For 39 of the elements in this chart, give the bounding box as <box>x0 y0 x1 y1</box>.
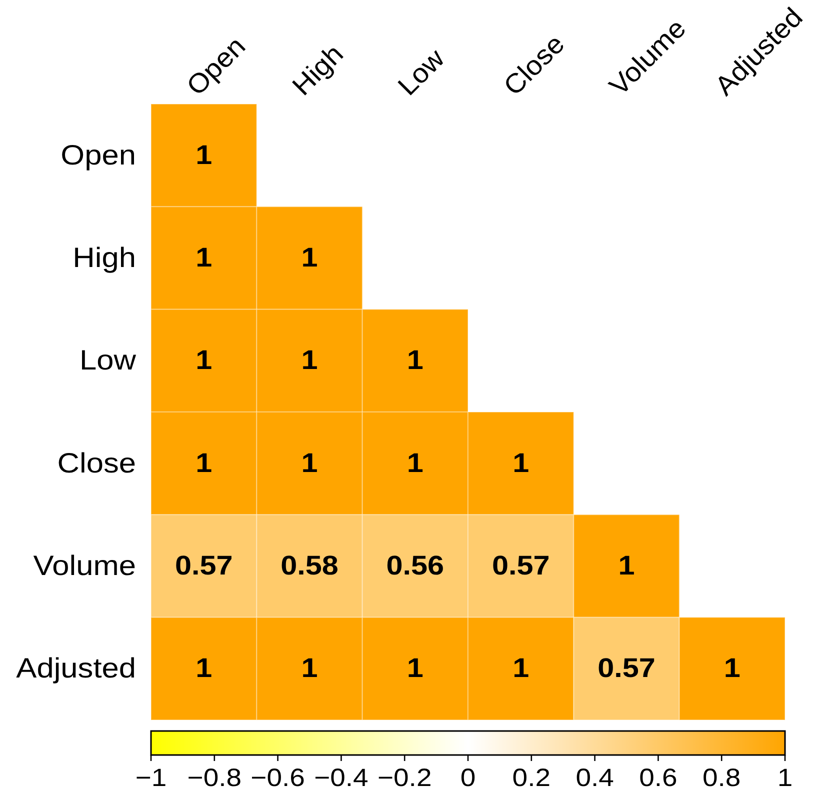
color-bar-label: −0.6 <box>250 763 305 791</box>
data-label: 1 <box>724 653 740 684</box>
data-label: 1 <box>406 653 424 684</box>
data-label: 1 <box>406 345 424 376</box>
y-tick-label: High <box>72 242 136 274</box>
data-label: 0.57 <box>174 550 233 582</box>
data-label: 0.57 <box>492 550 550 582</box>
y-tick-label: Close <box>57 448 136 480</box>
data-label: 1 <box>512 448 530 479</box>
data-label: 0.56 <box>386 550 444 582</box>
color-bar-label: −0.2 <box>377 763 432 791</box>
x-tick-label: Low <box>392 42 451 102</box>
data-label: 1 <box>301 448 318 479</box>
color-bar-label: 0.6 <box>639 763 678 791</box>
y-tick-label: Open <box>60 140 136 172</box>
data-label: 1 <box>406 448 424 479</box>
color-bar-label: 1 <box>777 763 793 791</box>
color-bar-label: −1 <box>135 763 167 791</box>
color-bar-label: 0.2 <box>512 763 551 791</box>
y-tick-label: Volume <box>33 550 136 582</box>
data-label: 1 <box>196 653 212 684</box>
data-label: 1 <box>196 345 212 376</box>
color-bar-label: 0.4 <box>576 763 614 791</box>
data-label: 0.58 <box>280 550 338 582</box>
color-bar-label: −0.4 <box>314 763 368 791</box>
data-label: 1 <box>512 653 530 684</box>
color-bar-label: 0 <box>460 763 476 791</box>
data-label: 1 <box>301 653 318 684</box>
data-label: 1 <box>196 242 212 274</box>
y-tick-label: Low <box>80 344 137 376</box>
data-label: 1 <box>301 345 318 376</box>
data-label: 1 <box>301 242 318 274</box>
y-tick-label: Adjusted <box>16 652 136 684</box>
color-bar-label: 0.8 <box>702 763 741 791</box>
data-label: 1 <box>618 550 635 582</box>
data-label: 1 <box>196 140 212 171</box>
color-bar-label: −0.8 <box>187 763 242 791</box>
data-label: 0.57 <box>598 653 656 684</box>
data-label: 1 <box>196 448 212 479</box>
